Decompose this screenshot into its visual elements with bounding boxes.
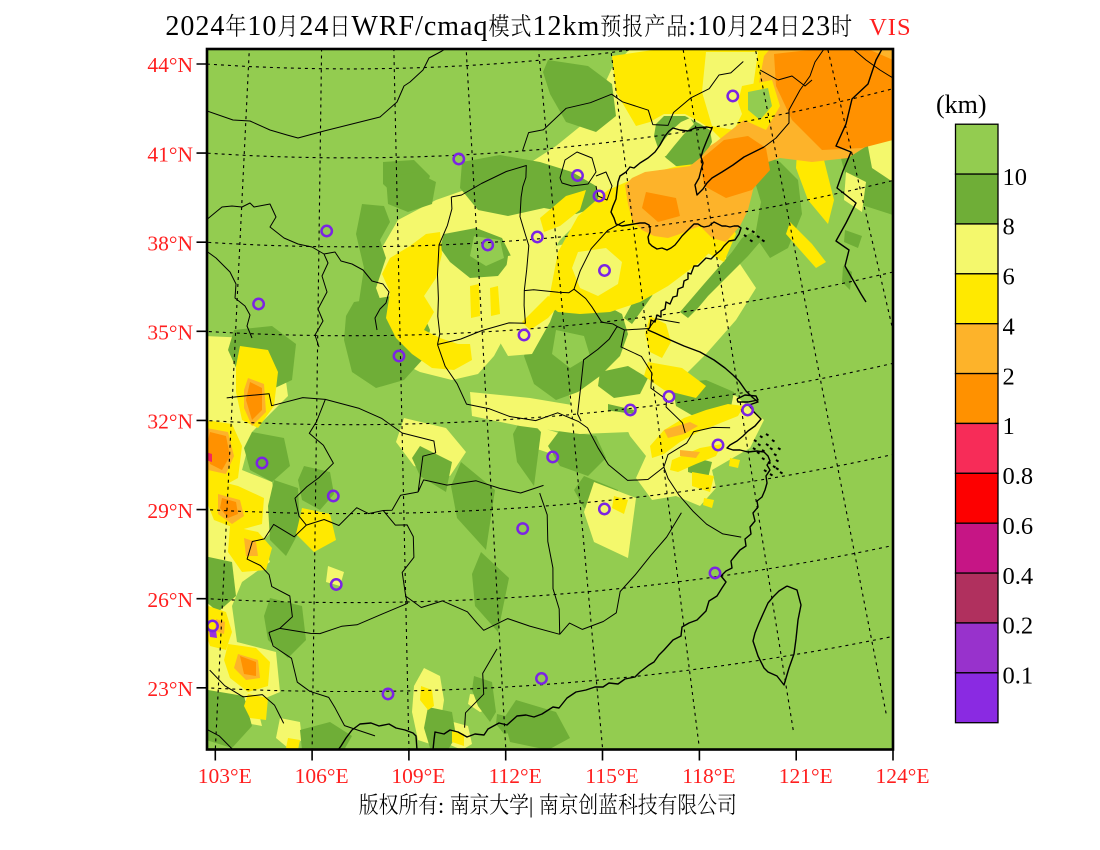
svg-text:35°N: 35°N: [147, 321, 193, 345]
svg-text:WRF/cmaq: WRF/cmaq: [351, 11, 488, 42]
svg-text:24: 24: [749, 11, 779, 42]
svg-text:32°N: 32°N: [147, 410, 193, 434]
svg-text:10: 10: [247, 11, 277, 42]
svg-text:10: 10: [697, 11, 727, 42]
svg-text:112°E: 112°E: [489, 764, 542, 788]
svg-text:2024: 2024: [165, 11, 225, 42]
svg-text:0.1: 0.1: [1003, 663, 1034, 690]
svg-text:115°E: 115°E: [585, 764, 638, 788]
svg-text:23°N: 23°N: [147, 677, 193, 701]
svg-text:|: |: [529, 793, 533, 818]
svg-text::: :: [438, 793, 444, 818]
svg-text:2: 2: [1003, 363, 1015, 390]
svg-text:23: 23: [801, 11, 831, 42]
svg-text:(km): (km): [936, 90, 987, 119]
svg-text:VIS: VIS: [869, 14, 911, 41]
svg-text:26°N: 26°N: [147, 588, 193, 612]
svg-text:10: 10: [1003, 164, 1028, 191]
svg-text:41°N: 41°N: [147, 142, 193, 166]
svg-text:1: 1: [1003, 413, 1015, 440]
svg-text:12km: 12km: [533, 11, 601, 42]
svg-text:8: 8: [1003, 214, 1015, 241]
svg-text:0.2: 0.2: [1003, 613, 1034, 640]
svg-text:106°E: 106°E: [295, 764, 349, 788]
svg-text:0.6: 0.6: [1003, 513, 1034, 540]
svg-text:4: 4: [1003, 313, 1015, 340]
svg-text::: :: [688, 11, 697, 42]
svg-text:44°N: 44°N: [147, 53, 193, 77]
svg-text:118°E: 118°E: [682, 764, 735, 788]
svg-text:0.8: 0.8: [1003, 463, 1034, 490]
svg-text:121°E: 121°E: [779, 764, 833, 788]
svg-text:0.4: 0.4: [1003, 563, 1034, 590]
svg-text:103°E: 103°E: [198, 764, 252, 788]
svg-text:124°E: 124°E: [876, 764, 930, 788]
svg-text:109°E: 109°E: [391, 764, 445, 788]
svg-text:6: 6: [1003, 264, 1015, 291]
svg-text:24: 24: [299, 11, 329, 42]
svg-text:38°N: 38°N: [147, 231, 193, 255]
svg-text:29°N: 29°N: [147, 499, 193, 523]
